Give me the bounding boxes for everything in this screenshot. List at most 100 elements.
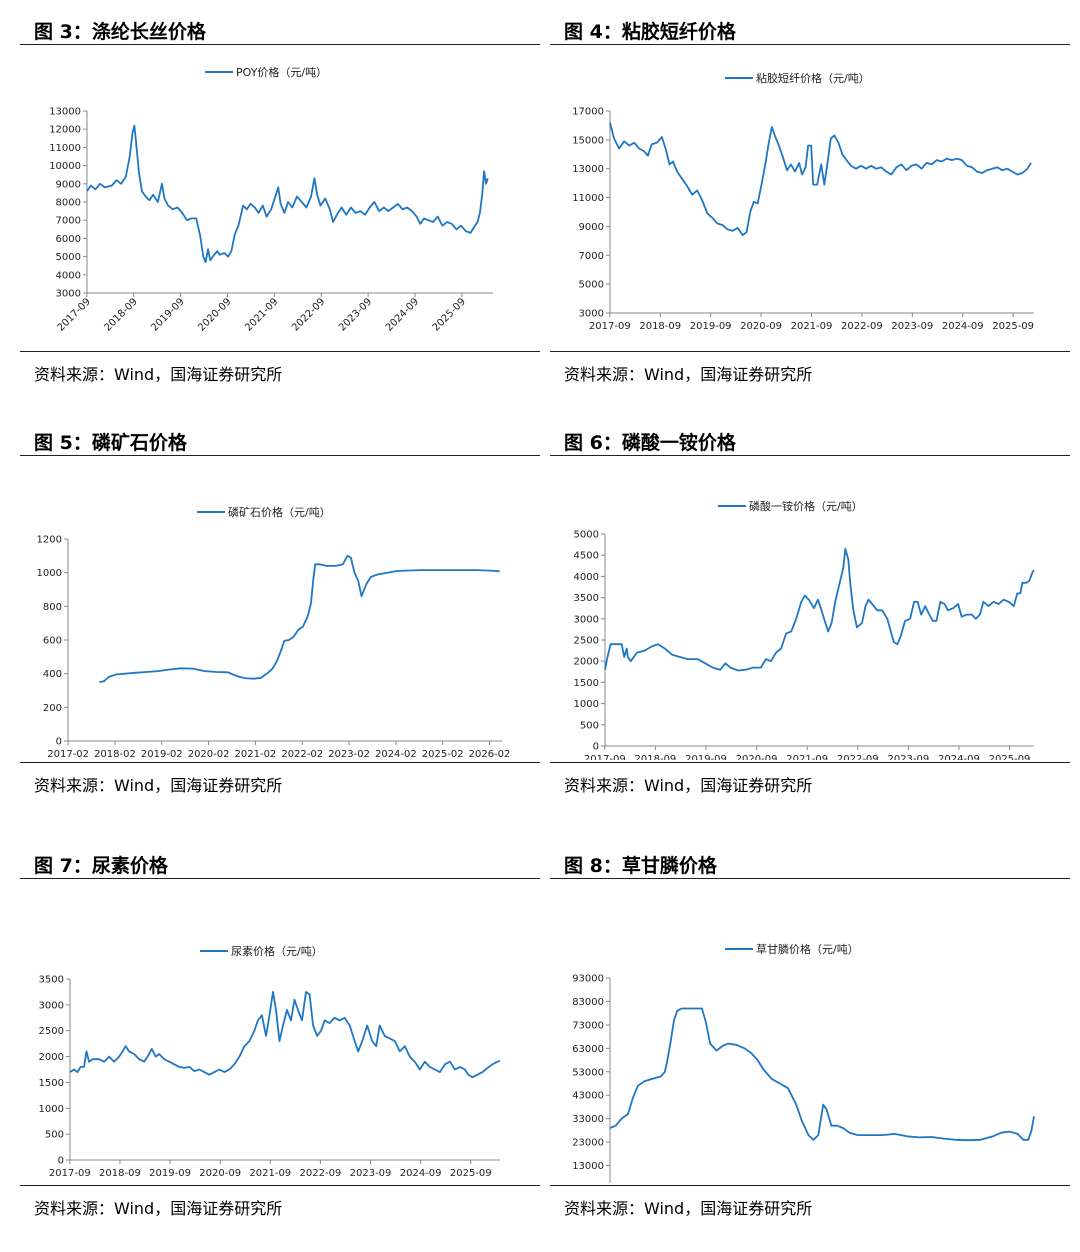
y-tick-label: 3500: [574, 593, 599, 604]
y-tick-label: 12000: [49, 125, 81, 136]
source-rule: [20, 1185, 540, 1186]
figure-panel-map: 图 6：磷酸一铵价格 磷酸一铵价格（元/吨） 0 500 1000 1500 2000 25…: [550, 420, 1070, 810]
series-line: [99, 554, 500, 683]
source-note: 资料来源：Wind，国海证券研究所: [564, 365, 813, 384]
x-tick-label: 2025-09: [450, 1168, 492, 1179]
x-tick-label: 2018-09: [639, 321, 681, 332]
line-chart: 磷矿石价格（元/吨） 0 200 400 600 800 1000 1200 2017-02 20…: [37, 505, 511, 760]
x-tick-label: 2018-09: [99, 1168, 141, 1179]
y-tick-label: 11000: [572, 193, 604, 204]
line-chart: 草甘膦价格（元/吨）300013000230003300043000530006…: [572, 942, 1035, 1183]
x-tick-label: 2025-09: [989, 754, 1031, 760]
x-tick-label: 2017-02: [47, 749, 89, 760]
source-rule: [550, 762, 1070, 763]
x-tick-label: 2018-02: [94, 749, 136, 760]
x-tick-label: 2019-09: [690, 321, 732, 332]
x-tick-label: 2021-09: [791, 321, 833, 332]
y-tick-label: 0: [56, 737, 62, 748]
y-tick-label: 93000: [572, 974, 604, 985]
legend-label: POY价格（元/吨）: [236, 65, 327, 79]
y-tick-label: 5000: [579, 280, 604, 291]
x-tick-label: 2021-02: [235, 749, 277, 760]
x-tick-label: 2021-09: [786, 754, 828, 760]
y-tick-label: 4000: [56, 270, 81, 281]
line-chart: 磷酸一铵价格（元/吨） 0 500 1000 1500 2000 2500 3000 3500 4…: [574, 499, 1035, 760]
x-tick-label: 2023-09: [887, 754, 929, 760]
legend-label: 尿素价格（元/吨）: [231, 944, 323, 958]
title-rule: [20, 455, 540, 456]
y-tick-label: 7000: [579, 251, 604, 262]
y-tick-label: 13000: [572, 1161, 604, 1172]
y-tick-label: 83000: [572, 997, 604, 1008]
y-tick-label: 3500: [39, 975, 64, 986]
y-tick-label: 1000: [37, 568, 62, 579]
y-tick-label: 43000: [572, 1091, 604, 1102]
x-tick-label: 2017-09: [589, 321, 631, 332]
series-line: [609, 1007, 1035, 1142]
title-rule: [550, 455, 1070, 456]
series-line: [604, 547, 1035, 672]
legend-label: 草甘膦价格（元/吨）: [756, 942, 859, 956]
y-tick-label: 7000: [56, 216, 81, 227]
x-tick-label: 2021-09: [249, 1168, 291, 1179]
source-note: 资料来源：Wind，国海证券研究所: [34, 365, 283, 384]
x-tick-label: 2020-09: [740, 321, 782, 332]
y-tick-label: 500: [580, 720, 599, 731]
figure-panel-urea: 图 7：尿素价格 尿素价格（元/吨） 0 500 1000 1500 2000 2500 30…: [20, 843, 540, 1233]
y-tick-label: 1500: [574, 678, 599, 689]
legend: 粘胶短纤价格（元/吨）: [725, 71, 870, 85]
source-rule: [550, 351, 1070, 352]
legend: 磷酸一铵价格（元/吨）: [718, 499, 863, 513]
y-tick-label: 600: [43, 636, 62, 647]
x-tick-label: 2024-09: [942, 321, 984, 332]
x-tick-label: 2023-02: [328, 749, 370, 760]
y-tick-label: 1000: [39, 1104, 64, 1115]
x-tick-label: 2026-02: [469, 749, 511, 760]
y-tick-label: 9000: [579, 222, 604, 233]
title-rule: [550, 44, 1070, 45]
y-tick-label: 2000: [574, 657, 599, 668]
y-tick-label: 3000: [39, 1000, 64, 1011]
y-tick-label: 11000: [49, 143, 81, 154]
y-tick-label: 1000: [574, 699, 599, 710]
source-note: 资料来源：Wind，国海证券研究所: [34, 776, 283, 795]
y-tick-label: 3000: [574, 614, 599, 625]
y-tick-label: 800: [43, 602, 62, 613]
figure-panel-polyester-filament: 图 3：涤纶长丝价格 POY价格（元/吨） 3000 4000 5000 6000 700…: [20, 9, 540, 399]
legend: 草甘膦价格（元/吨）: [725, 942, 859, 956]
x-tick-label: 2025-09: [431, 296, 468, 333]
x-tick-label: 2022-02: [281, 749, 323, 760]
x-tick-label: 2017-09: [56, 296, 93, 333]
source-note: 资料来源：Wind，国海证券研究所: [564, 1199, 813, 1218]
figure-title: 图 7：尿素价格: [34, 855, 168, 877]
x-tick-label: 2018-09: [635, 754, 677, 760]
figure-title: 图 4：粘胶短纤价格: [564, 21, 736, 43]
source-rule: [20, 351, 540, 352]
x-tick-label: 2022-09: [290, 296, 327, 333]
x-tick-label: 2020-09: [196, 296, 233, 333]
series-line: [609, 122, 1032, 236]
y-tick-label: 1500: [39, 1078, 64, 1089]
y-tick-label: 53000: [572, 1067, 604, 1078]
x-tick-label: 2024-02: [375, 749, 417, 760]
source-note: 资料来源：Wind，国海证券研究所: [34, 1199, 283, 1218]
y-tick-label: 8000: [56, 198, 81, 209]
x-tick-label: 2022-09: [841, 321, 883, 332]
y-tick-label: 0: [58, 1156, 64, 1167]
x-tick-label: 2020-02: [188, 749, 230, 760]
x-tick-label: 2019-09: [149, 1168, 191, 1179]
series-line: [86, 124, 489, 263]
figure-title: 图 6：磷酸一铵价格: [564, 432, 736, 454]
y-tick-label: 4500: [574, 551, 599, 562]
y-tick-label: 33000: [572, 1114, 604, 1125]
figure-title: 图 8：草甘膦价格: [564, 855, 717, 877]
legend: POY价格（元/吨）: [205, 65, 327, 79]
x-tick-label: 2024-09: [938, 754, 980, 760]
figure-panel-viscose-staple: 图 4：粘胶短纤价格 粘胶短纤价格（元/吨） 3000 5000 7000 9000 11…: [550, 9, 1070, 399]
source-note: 资料来源：Wind，国海证券研究所: [564, 776, 813, 795]
y-tick-label: 15000: [572, 135, 604, 146]
title-rule: [20, 44, 540, 45]
x-tick-label: 2020-09: [199, 1168, 241, 1179]
source-rule: [20, 762, 540, 763]
y-tick-label: 13000: [49, 107, 81, 118]
